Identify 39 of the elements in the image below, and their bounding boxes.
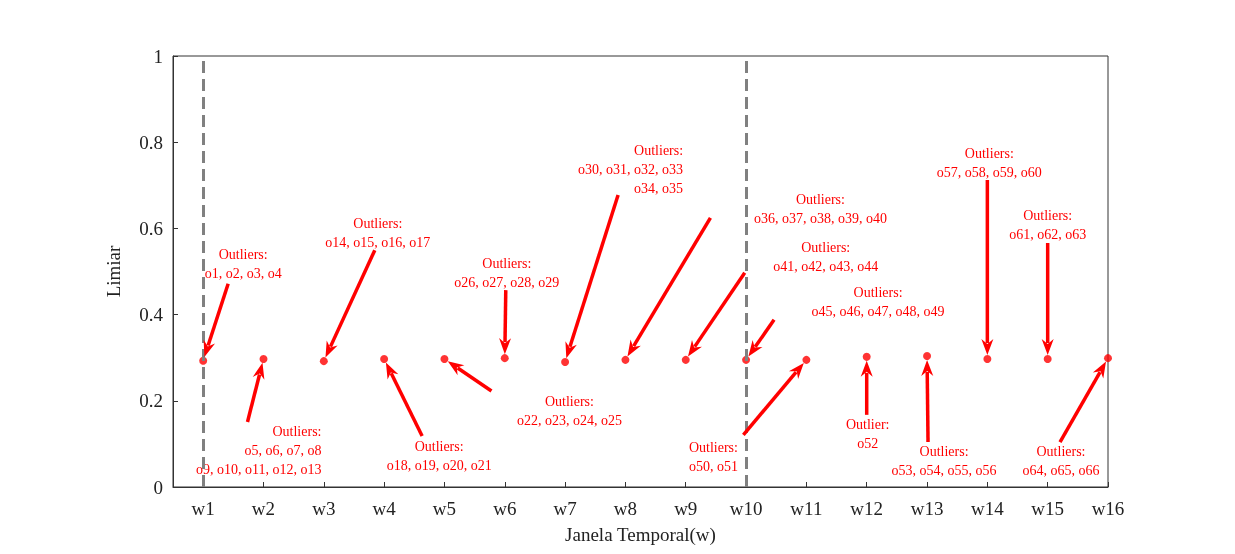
x-tick-label: w2 bbox=[251, 498, 276, 519]
x-tick-label: w1 bbox=[191, 498, 215, 519]
annotation: Outliers: o30, o31, o32, o33 o34, o35 bbox=[578, 142, 684, 196]
x-tick-label: w5 bbox=[432, 498, 457, 519]
y-tick-label: 0.6 bbox=[139, 217, 163, 239]
annotation: Outliers: o36, o37, o38, o39, o40 bbox=[753, 191, 887, 226]
annotation: Outlier: o52 bbox=[845, 416, 890, 451]
annotation: Outliers: o22, o23, o24, o25 bbox=[516, 393, 622, 428]
x-tick-label: w8 bbox=[613, 498, 638, 519]
y-tick-label: 0 bbox=[153, 476, 163, 498]
annotation: Outliers: o1, o2, o3, o4 bbox=[204, 246, 282, 281]
annotation: Outliers: o53, o54, o55, o56 bbox=[891, 443, 997, 478]
annotation: Outliers: o64, o65, o66 bbox=[1022, 444, 1100, 479]
x-tick-label: w11 bbox=[790, 498, 823, 519]
x-tick-label: w6 bbox=[493, 498, 517, 519]
x-tick-label: w14 bbox=[970, 498, 1005, 519]
x-tick-label: w4 bbox=[372, 498, 397, 519]
y-tick-label: 0.8 bbox=[139, 131, 163, 153]
annotation: Outliers: o45, o46, o47, o48, o49 bbox=[811, 284, 945, 319]
y-tick-label: 0.4 bbox=[139, 304, 164, 326]
annotation: Outliers: o41, o42, o43, o44 bbox=[773, 239, 879, 274]
annotation: Outliers: o50, o51 bbox=[688, 439, 738, 474]
x-tick-label: w3 bbox=[312, 498, 336, 519]
y-tick-label: 1 bbox=[153, 45, 163, 67]
annotation: Outliers: o61, o62, o63 bbox=[1009, 207, 1087, 242]
y-axis-title: Limiar bbox=[103, 244, 124, 298]
x-tick-label: w7 bbox=[553, 498, 577, 519]
annotation: Outliers: o14, o15, o16, o17 bbox=[325, 216, 431, 251]
x-tick-label: w9 bbox=[674, 498, 698, 519]
x-axis-title: Janela Temporal(w) bbox=[565, 524, 716, 546]
x-tick-label: w12 bbox=[850, 498, 884, 519]
x-tick-label: w16 bbox=[1091, 498, 1125, 519]
x-tick-label: w13 bbox=[910, 498, 944, 519]
annotation: Outliers: o57, o58, o59, o60 bbox=[936, 145, 1042, 180]
x-tick-label: w10 bbox=[729, 498, 763, 519]
annotation: Outliers: o18, o19, o20, o21 bbox=[386, 438, 492, 473]
x-tick-label: w15 bbox=[1031, 498, 1065, 519]
y-tick-label: 0.2 bbox=[139, 390, 163, 412]
annotation: Outliers: o26, o27, o28, o29 bbox=[454, 256, 560, 291]
